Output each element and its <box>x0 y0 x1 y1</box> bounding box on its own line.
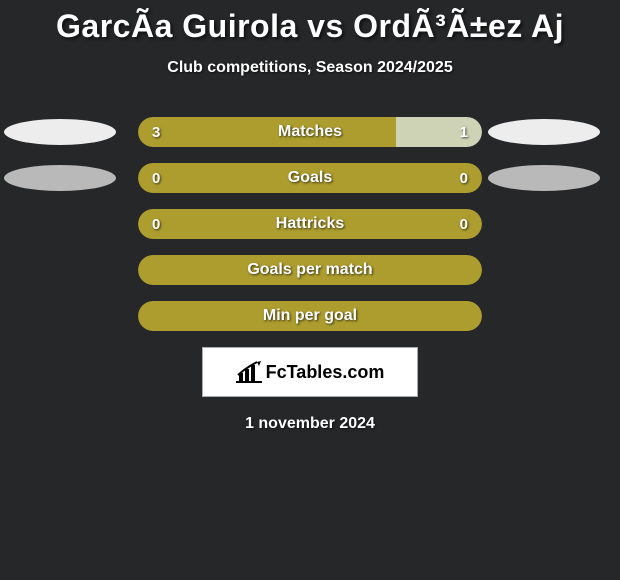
metric-label: Goals per match <box>247 261 372 279</box>
chart-icon <box>236 361 262 383</box>
stat-rows: 3 1 Matches 0 0 Goals 0 0 Hattricks Goals per mat… <box>0 117 620 331</box>
metric-label: Matches <box>278 123 342 141</box>
date-label: 1 november 2024 <box>0 415 620 433</box>
player-left-ellipse <box>4 165 116 191</box>
metric-label: Goals <box>288 169 332 187</box>
player-left-ellipse <box>4 119 116 145</box>
stat-row: Goals per match <box>0 255 620 285</box>
stat-bar: Goals per match <box>138 255 482 285</box>
right-value: 0 <box>460 216 468 233</box>
page-title: GarcÃa Guirola vs OrdÃ³Ã±ez Aj <box>0 8 620 45</box>
stat-row: 0 0 Hattricks <box>0 209 620 239</box>
player-right-ellipse <box>488 119 600 145</box>
metric-label: Min per goal <box>263 307 357 325</box>
left-value: 0 <box>152 170 160 187</box>
left-value: 3 <box>152 124 160 141</box>
player-right-ellipse <box>488 165 600 191</box>
right-value: 1 <box>460 124 468 141</box>
comparison-widget: GarcÃa Guirola vs OrdÃ³Ã±ez Aj Club comp… <box>0 0 620 433</box>
stat-bar: Min per goal <box>138 301 482 331</box>
bar-right-fill <box>396 117 482 147</box>
right-value: 0 <box>460 170 468 187</box>
subtitle: Club competitions, Season 2024/2025 <box>0 59 620 77</box>
stat-row: Min per goal <box>0 301 620 331</box>
bar-left-fill <box>138 117 396 147</box>
stat-bar: 3 1 Matches <box>138 117 482 147</box>
logo-box[interactable]: FcTables.com <box>202 347 418 397</box>
left-value: 0 <box>152 216 160 233</box>
stat-row: 0 0 Goals <box>0 163 620 193</box>
logo-text: FcTables.com <box>266 362 385 383</box>
metric-label: Hattricks <box>276 215 344 233</box>
stat-row: 3 1 Matches <box>0 117 620 147</box>
stat-bar: 0 0 Goals <box>138 163 482 193</box>
stat-bar: 0 0 Hattricks <box>138 209 482 239</box>
